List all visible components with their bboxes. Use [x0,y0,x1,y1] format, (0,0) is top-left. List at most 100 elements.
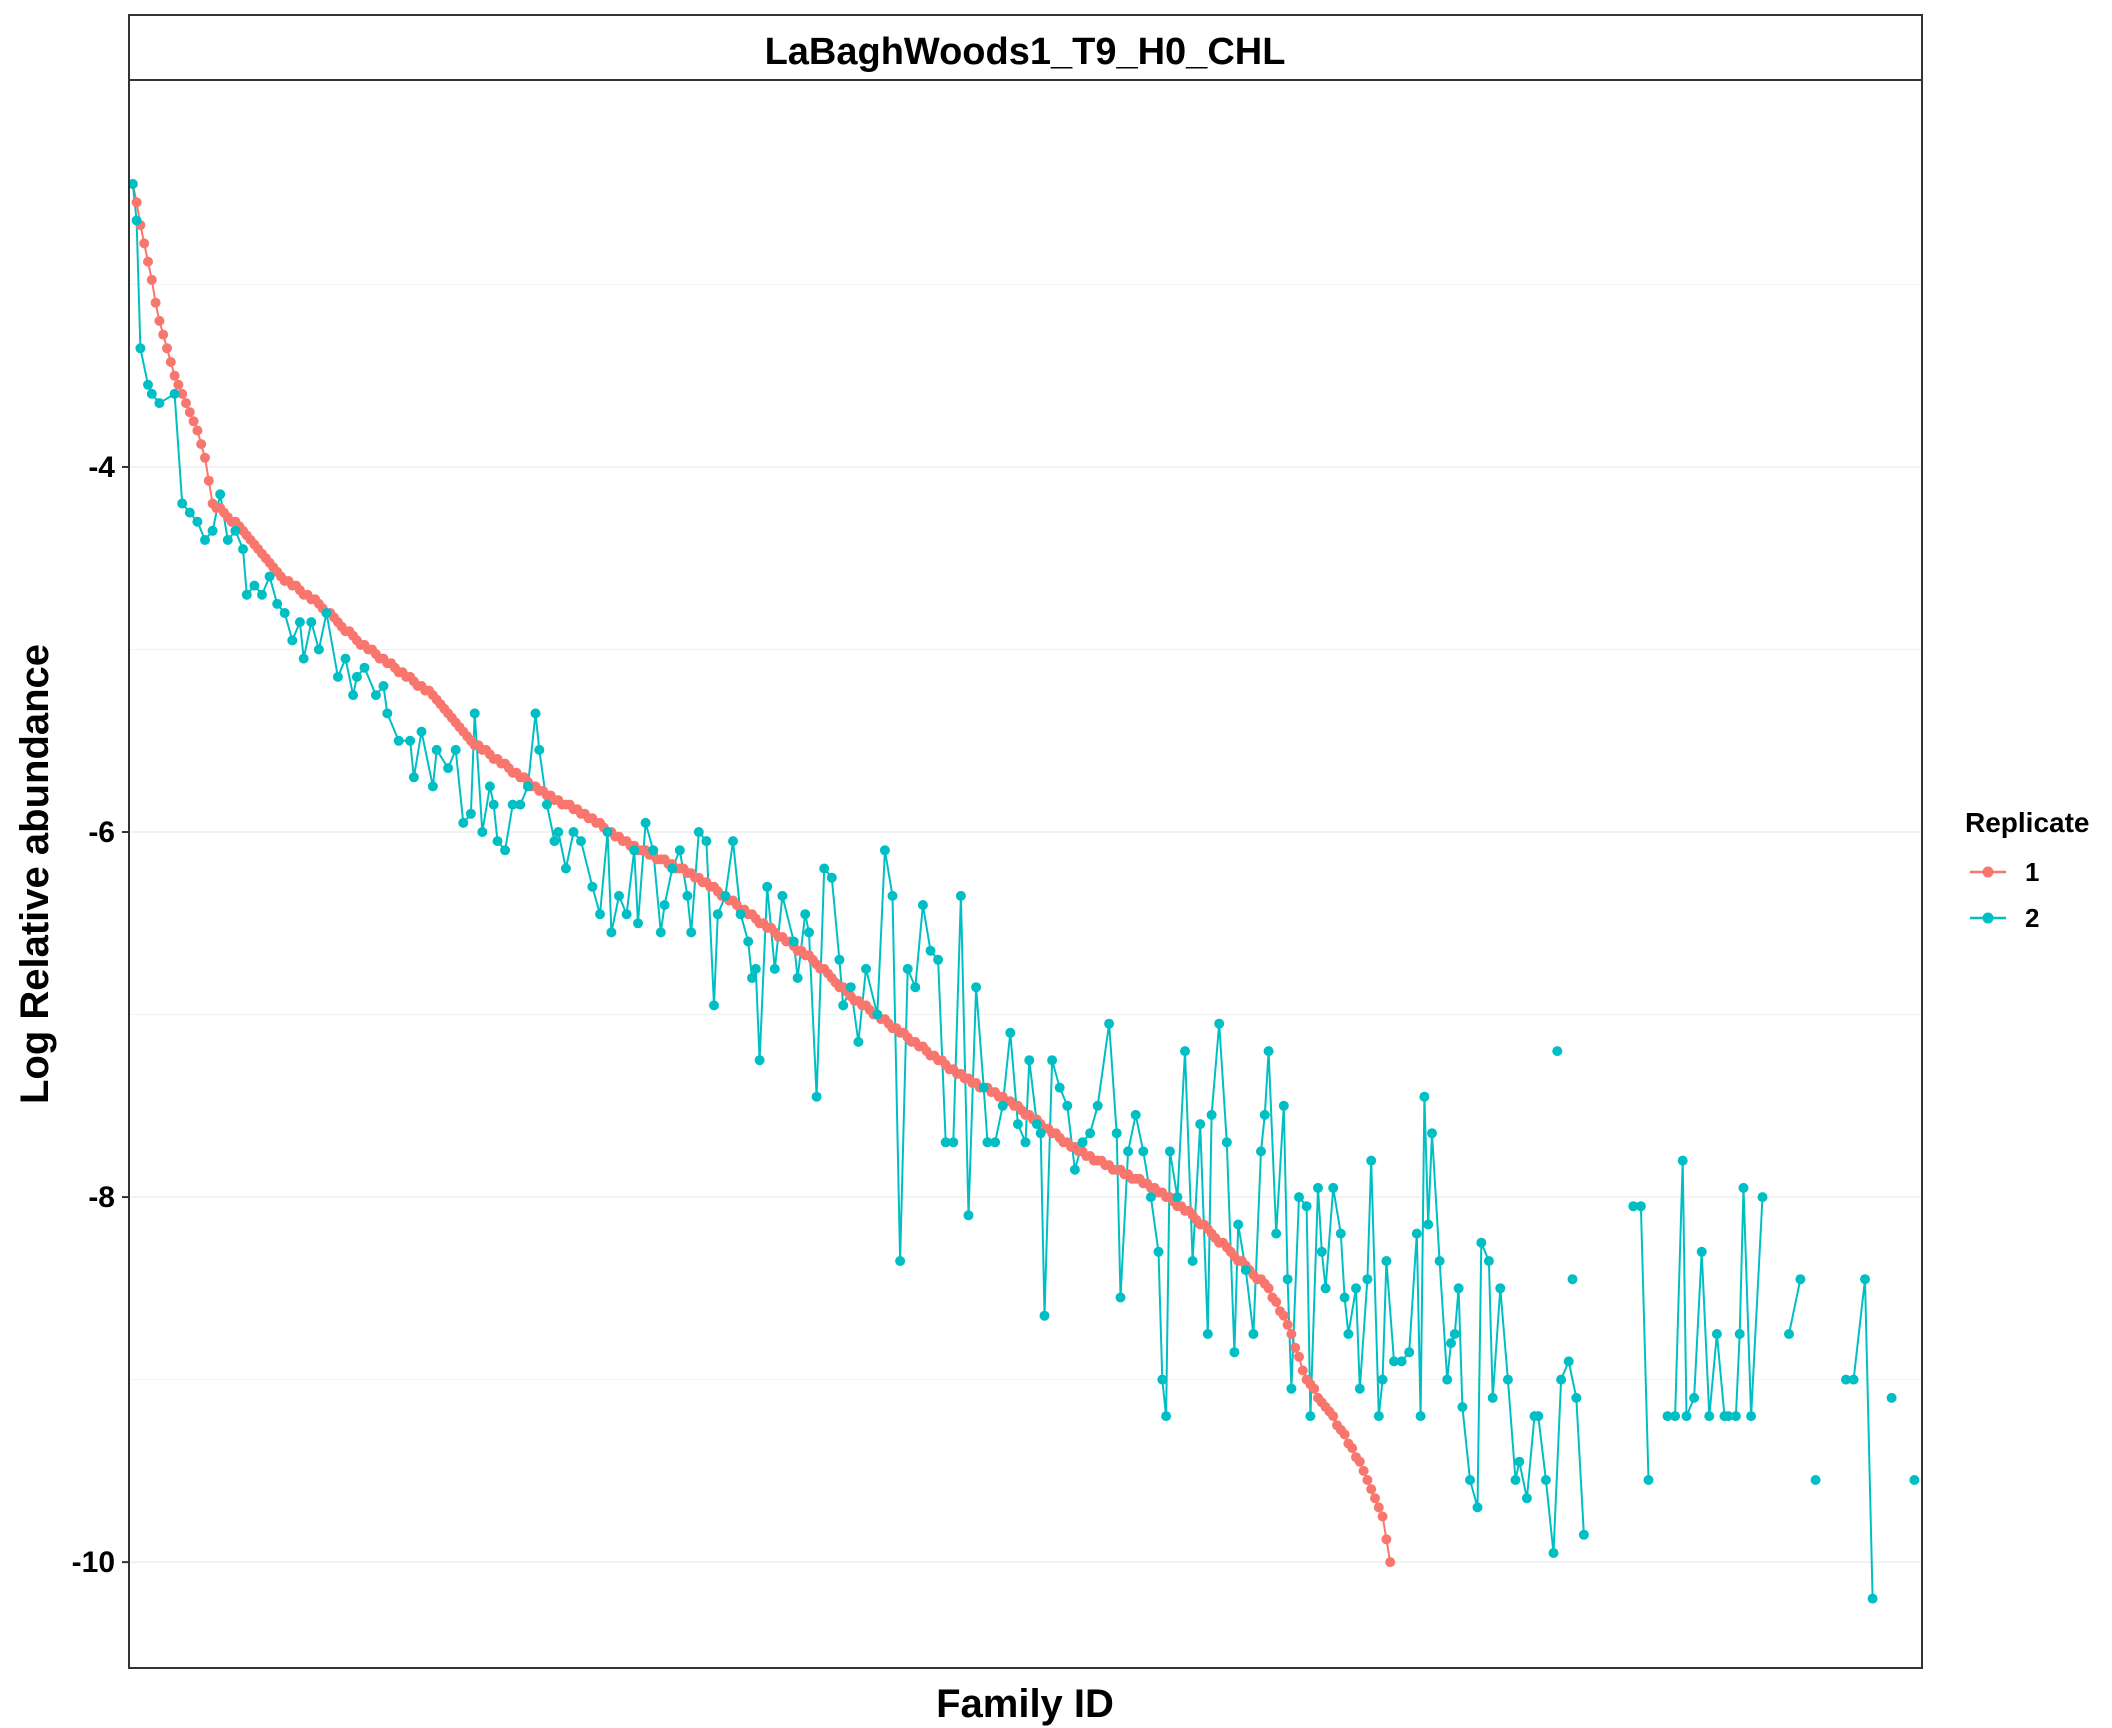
series-2-point [728,836,738,847]
series-2-point [1886,1392,1897,1403]
series-2-point [257,589,267,600]
series-1-point [1358,1465,1369,1476]
series-1-point [1282,1319,1293,1330]
series-2-point [492,836,503,847]
series-2-point [450,744,461,755]
series-2-point [895,1256,906,1266]
series-2-point [792,973,803,983]
series-2-point [1263,1046,1274,1057]
series-2-point [1145,1192,1156,1203]
series-2-point [879,845,890,856]
series-2-point [1457,1402,1468,1412]
series-2-point [686,927,697,938]
series-1-point [1366,1484,1377,1495]
series-1-point [150,297,161,308]
series-1-point [173,379,184,390]
plot-panel [129,80,1922,1668]
series-2-point [264,571,275,582]
series-2-point [754,1055,765,1066]
series-2-point [1085,1128,1096,1139]
series-2-point [1240,1265,1251,1276]
series-2-point [488,799,499,810]
series-2-point [1734,1329,1745,1339]
series-1-point [188,416,199,427]
series-2-point [1411,1228,1422,1239]
series-2-point [747,973,757,983]
series-2-point [1635,1201,1646,1212]
series-2-point [1465,1475,1475,1485]
series-2-point [1161,1411,1172,1422]
series-2-point [576,836,586,847]
series-2-point [659,900,670,910]
series-2-point [811,1091,822,1102]
series-2-point [1427,1128,1437,1139]
series-2-point [1442,1374,1453,1385]
chart-title: LaBaghWoods1_T9_H0_CHL [765,31,1286,73]
series-1-point [1290,1342,1301,1353]
series-2-point [207,525,218,536]
facet-strip [128,14,1923,81]
series-1-point [1370,1493,1380,1504]
series-2-point [1316,1246,1327,1257]
series-2-point [1047,1055,1058,1066]
series-1-point [1354,1456,1365,1467]
series-1-point [169,370,180,381]
series-1-point [1362,1475,1373,1485]
series-2-point [1271,1228,1282,1239]
legend-key-point-2 [1982,912,1994,924]
series-2-point [955,890,966,901]
series-2-point [1704,1411,1715,1422]
series-2-point [1567,1274,1578,1285]
series-2-point [1487,1392,1498,1403]
series-1-point [196,439,207,450]
series-2-point [458,817,469,828]
series-2-point [1476,1237,1487,1248]
series-2-point [184,507,195,518]
series-2-point [1373,1411,1384,1422]
series-2-point [230,525,241,536]
series-2-point [405,735,416,746]
legend-item-2: 2 [1970,903,2039,933]
series-2-point [701,836,712,847]
series-2-point [427,781,438,792]
series-2-point [143,379,153,390]
series-2-point [1502,1374,1513,1385]
series-2-point [313,644,324,655]
series-2-point [348,690,359,701]
y-axis-title: Log Relative abundance [13,644,57,1104]
series-2-point [169,388,180,399]
series-2-point [408,772,419,783]
series-2-point [971,982,982,993]
series-2-point [1377,1374,1388,1385]
series-2-point [1294,1192,1304,1203]
series-2-point [146,388,157,399]
series-2-point [1111,1128,1122,1139]
series-2-point [587,881,598,892]
series-2-point [788,936,799,947]
series-2-point [1483,1256,1494,1266]
series-1-point [1263,1283,1274,1294]
series-2-point [1187,1256,1198,1266]
series-2-point [522,781,533,792]
series-2-point [1031,1119,1042,1130]
series-2-point [393,735,404,746]
series-2-point [872,1009,883,1020]
series-2-point [1533,1411,1544,1422]
series-2-point [1366,1155,1377,1166]
legend-label-1: 1 [2025,857,2039,887]
series-2-point [500,845,511,856]
series-2-point [131,215,142,226]
series-2-point [298,653,309,664]
series-2-point [997,1100,1008,1111]
series-2-point [192,516,203,527]
series-2-point [1472,1502,1483,1513]
series-2-point [1115,1292,1126,1303]
series-2-point [1259,1109,1270,1120]
series-1-point [1271,1297,1282,1307]
series-2-point [1123,1146,1134,1157]
series-2-point [1556,1374,1567,1385]
series-2-point [614,890,624,901]
series-2-point [1278,1100,1289,1111]
series-1-point [192,425,203,436]
